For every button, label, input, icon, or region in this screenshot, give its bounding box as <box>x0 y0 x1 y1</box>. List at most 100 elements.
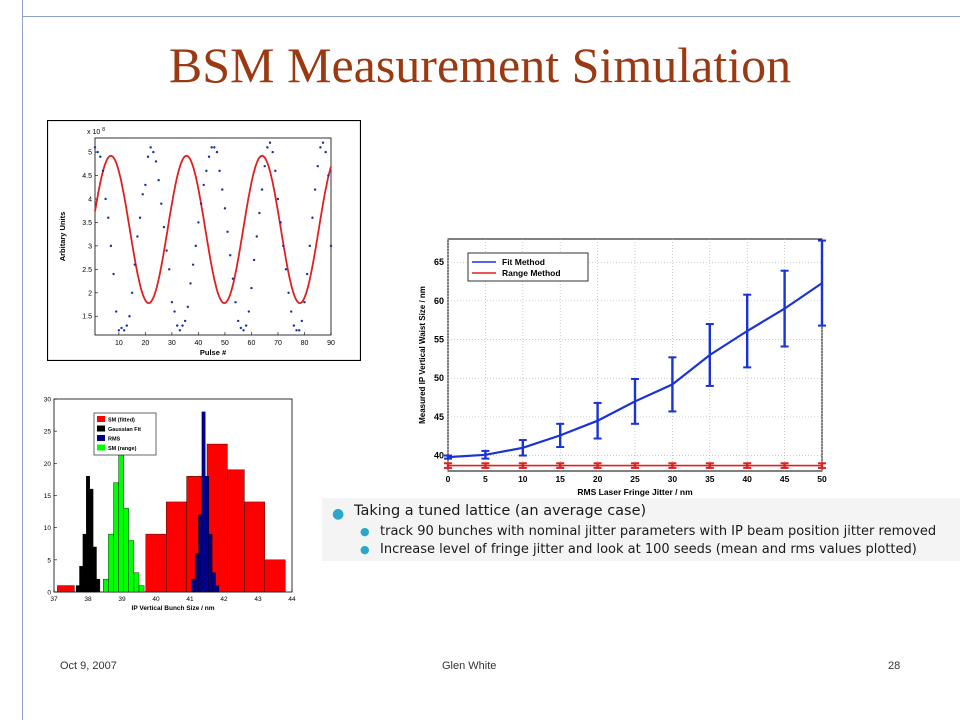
y-tick-label: 5 <box>47 557 51 564</box>
data-point <box>324 150 327 154</box>
data-point <box>316 164 319 168</box>
x-tick-label: 30 <box>668 474 678 484</box>
bullet-sub-2-text: Increase level of fringe jitter and look… <box>380 542 917 557</box>
data-point <box>247 310 250 313</box>
x-tick-label: 60 <box>248 340 256 347</box>
data-point <box>234 300 237 304</box>
data-point <box>268 141 272 144</box>
data-point <box>99 155 102 158</box>
data-point <box>154 160 158 163</box>
data-point <box>282 244 285 248</box>
histogram-bar <box>145 533 167 593</box>
y-tick-label: 4.5 <box>82 173 92 180</box>
x-tick-label: 20 <box>593 474 603 484</box>
x-tick-label: 90 <box>327 340 335 347</box>
y-tick-label: 1.5 <box>82 314 92 321</box>
legend-label: Fit Method <box>502 257 545 267</box>
data-point <box>255 235 258 238</box>
data-point <box>295 329 298 332</box>
legend-label: Gaussian Fit <box>108 427 141 433</box>
data-point <box>157 179 160 182</box>
y-tick-label: 25 <box>44 429 52 436</box>
x-tick-label: 5 <box>483 474 488 484</box>
legend-swatch <box>97 435 105 441</box>
data-point <box>189 282 192 285</box>
data-point <box>321 141 325 144</box>
histogram-bar <box>194 553 199 593</box>
x-tick-label: 20 <box>141 340 149 347</box>
data-point <box>138 216 142 219</box>
x-axis-label: RMS Laser Fringe Jitter / nm <box>577 487 693 497</box>
y-tick-label: 3.5 <box>82 220 92 227</box>
y-tick-label: 60 <box>434 296 444 306</box>
data-point <box>274 169 277 173</box>
data-point <box>229 254 232 257</box>
data-point <box>284 268 288 271</box>
x-tick-label: 35 <box>705 474 715 484</box>
data-point <box>276 197 280 201</box>
data-point <box>279 221 282 224</box>
x-tick-label: 39 <box>118 596 126 603</box>
data-point <box>244 324 248 327</box>
data-point <box>327 174 330 177</box>
data-point <box>290 310 293 313</box>
data-point <box>162 225 166 229</box>
data-point <box>183 319 187 323</box>
data-point <box>297 329 301 332</box>
data-point <box>141 193 144 196</box>
legend-label: RMS <box>108 437 121 443</box>
y-tick-label: 15 <box>44 493 52 500</box>
legend-label: SM (fitted) <box>108 418 135 424</box>
data-point <box>221 188 224 191</box>
slide-top-rule <box>22 16 960 17</box>
data-point <box>292 324 296 327</box>
y-tick-label: 0 <box>47 590 51 597</box>
slide-title: BSM Measurement Simulation <box>168 37 792 93</box>
histogram-bar <box>215 585 220 593</box>
histogram-bar <box>113 482 119 593</box>
data-point <box>215 150 219 154</box>
data-point <box>101 169 105 173</box>
x-tick-label: 50 <box>817 474 827 484</box>
data-point <box>130 291 134 294</box>
legend-swatch <box>97 416 105 422</box>
bullet-sub-2: ● Increase level of fringe jitter and lo… <box>328 542 958 557</box>
histogram-bar <box>205 475 209 593</box>
data-point <box>329 244 333 248</box>
data-point <box>170 300 174 304</box>
x-tick-label: 70 <box>274 340 282 347</box>
histogram-bar <box>103 578 109 593</box>
data-point <box>205 169 208 173</box>
histogram-bar <box>128 540 135 593</box>
histogram-bar <box>96 578 101 593</box>
data-point <box>125 324 129 327</box>
bullet-dot-icon: ● <box>332 506 345 522</box>
y-tick-label: 4 <box>88 196 92 203</box>
data-point <box>115 310 118 313</box>
histogram-bar <box>92 546 97 593</box>
data-point <box>173 310 176 313</box>
legend-box <box>467 252 589 282</box>
data-point <box>146 155 150 158</box>
histogram-bar <box>86 475 90 593</box>
data-point <box>160 202 163 205</box>
data-point <box>136 235 139 238</box>
pulse-scatter-chart: 10 20 30 40 50 60 70 80 90 1.5 2 2.5 3 3.5 4 4.5 5 x 10 8… <box>47 120 361 361</box>
data-point <box>96 150 99 154</box>
x-tick-label: 10 <box>518 474 528 484</box>
y-tick-label: 2.5 <box>82 267 92 274</box>
x-tick-label: 30 <box>168 340 176 347</box>
data-point <box>197 221 200 224</box>
histogram-bar <box>138 585 145 593</box>
data-point <box>263 164 266 168</box>
x-tick-label: 0 <box>446 474 451 484</box>
data-point <box>250 286 253 290</box>
histogram-bar <box>227 469 245 593</box>
histogram-bar <box>264 559 286 593</box>
data-point <box>218 169 221 173</box>
y-tick-label: 3 <box>88 243 92 250</box>
data-point <box>319 146 322 149</box>
data-point <box>308 244 311 248</box>
footer-page-number: 28 <box>888 660 901 672</box>
data-point <box>178 329 182 332</box>
